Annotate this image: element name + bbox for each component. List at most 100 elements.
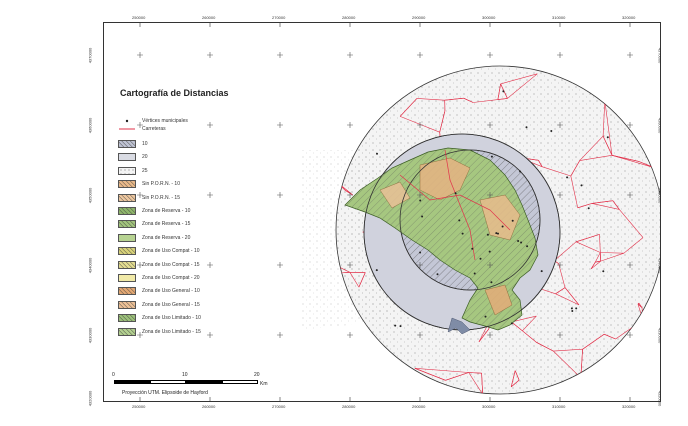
road-segment (511, 379, 520, 388)
legend-swatch (118, 166, 136, 175)
grid-cross (347, 52, 353, 58)
grid-cross (487, 52, 493, 58)
municipal-vertex (419, 251, 422, 254)
legend-item: Zona de Uso Compat - 15 (118, 260, 268, 270)
grid-cross (417, 192, 423, 198)
legend-item: Zona de Uso Compat - 20 (118, 274, 268, 283)
road-segment (555, 293, 580, 306)
x-tick-label-top: 290000 (412, 15, 426, 20)
x-tick-label-top: 320000 (622, 15, 636, 20)
municipal-vertex (421, 215, 424, 218)
grid-cross (627, 122, 633, 128)
road-segment (576, 234, 600, 243)
frame-ticks (139, 23, 631, 401)
legend-swatch (118, 140, 136, 148)
municipal-vertex (525, 126, 528, 129)
legend-item: Zona de Uso Limitado - 10 (118, 314, 268, 323)
road-segment (497, 98, 508, 100)
road-segment (612, 200, 620, 210)
legend-item-label: Sin P.O.R.N. - 10 (142, 181, 180, 188)
x-tick-label-top: 300000 (482, 15, 496, 20)
grid-cross (347, 262, 353, 268)
grid-cross (487, 122, 493, 128)
map-frame (103, 22, 661, 402)
grid-cross (627, 192, 633, 198)
road-segment (399, 98, 418, 117)
x-tick-label-bottom: 290000 (412, 404, 426, 409)
road-segment (414, 368, 469, 373)
road-segment (600, 252, 624, 262)
road-segment (558, 263, 566, 288)
x-tick-label-top: 280000 (342, 15, 356, 20)
grid-cross (417, 52, 423, 58)
grid-cross (557, 192, 563, 198)
municipal-vertex (394, 324, 397, 327)
municipal-vertex (517, 240, 520, 242)
grid-cross (347, 332, 353, 338)
projection-note: Proyección UTM. Elipsoide de Hayford (122, 390, 208, 396)
y-tick-label-right: 4360000 (657, 117, 663, 134)
municipal-vertex (495, 232, 498, 235)
road-segment (553, 348, 583, 352)
municipal-vertex (436, 273, 439, 276)
grid-cross (417, 122, 423, 128)
grid-cross (207, 332, 213, 338)
road-segment (570, 160, 580, 177)
road-segment (623, 237, 644, 254)
road-segment (522, 330, 537, 343)
grid-crosses (137, 52, 633, 338)
grid-cross (347, 192, 353, 198)
grid-cross (207, 52, 213, 58)
municipal-vertices (375, 90, 609, 328)
legend-swatch (118, 180, 136, 189)
road-segment (497, 83, 501, 100)
grid-cross (137, 52, 143, 58)
municipal-vertex (570, 307, 573, 310)
municipal-vertex (540, 270, 543, 273)
road-segment (536, 342, 554, 352)
y-tick-label-right: 4330000 (657, 327, 663, 344)
legend-item: 25 (118, 166, 268, 176)
legend-swatch (118, 207, 136, 215)
legend-swatch (118, 260, 136, 269)
municipal-vertex (587, 207, 590, 210)
y-tick-label-right: 4350000 (657, 187, 663, 204)
municipal-vertex (488, 250, 491, 253)
road-segment (478, 328, 490, 342)
road-segment (619, 209, 644, 238)
road-segment (500, 73, 538, 85)
x-tick-label-top: 310000 (552, 15, 566, 20)
municipal-vertex (490, 281, 493, 284)
municipal-vertex (419, 199, 422, 202)
road-segment (591, 203, 620, 210)
road-segment (468, 372, 482, 374)
grid-cross (487, 332, 493, 338)
grid-cross (627, 332, 633, 338)
legend-item: 10 (118, 140, 268, 149)
legend-item: Zona de Reserva - 10 (118, 207, 268, 216)
legend-item-label: 20 (142, 154, 148, 161)
legend-item: Zona de Uso General - 10 (118, 287, 268, 296)
legend-swatch (118, 220, 136, 229)
road-segment (514, 370, 520, 381)
scale-label-10: 10 (182, 372, 188, 378)
road-segment (599, 234, 601, 253)
road-segment (579, 155, 613, 161)
road-segment (638, 302, 643, 308)
map-title: Cartografía de Distancias (120, 88, 229, 98)
legend-item-label: Zona de Reserva - 15 (142, 221, 191, 228)
road-segment (591, 200, 613, 204)
x-tick-label-bottom: 270000 (272, 404, 286, 409)
grid-cross (557, 122, 563, 128)
road-segment (538, 160, 543, 167)
road-segment (522, 315, 537, 332)
grid-cross (207, 192, 213, 198)
road-segment (463, 97, 474, 103)
reservoir (447, 317, 471, 335)
legend-item: 20 (118, 153, 268, 162)
legend-swatch (118, 274, 136, 282)
legend-swatch (118, 247, 136, 256)
legend-vertices: Vértices municipales (118, 117, 268, 125)
x-tick-label-bottom: 300000 (482, 404, 496, 409)
